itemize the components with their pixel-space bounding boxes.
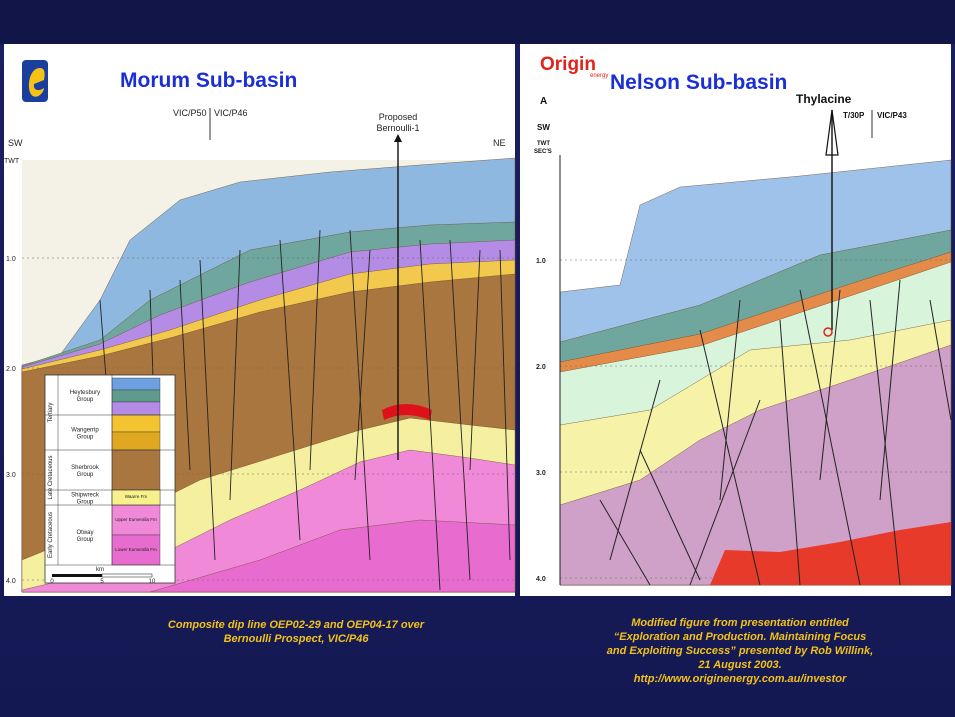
- legend-formation: Waarre Fm: [125, 494, 148, 499]
- legend-group: Shipwreck: [71, 493, 100, 499]
- legend-swatch: [112, 415, 160, 432]
- scale-bar: [102, 574, 152, 577]
- legend-group: Group: [77, 397, 94, 403]
- scale-unit: km: [96, 567, 104, 573]
- depth-label: 3.0: [536, 470, 546, 477]
- permit-label: T/30P: [843, 111, 865, 120]
- legend-age: Tertiary: [48, 403, 54, 423]
- permit-label: VIC/P43: [877, 111, 907, 120]
- legend-swatch: [112, 390, 160, 402]
- legend-group: Heytesbury: [70, 390, 100, 396]
- legend-group: Sherbrook: [71, 465, 100, 471]
- legend-age: Late Cretaceous: [48, 455, 54, 499]
- legend-group: Group: [77, 500, 94, 506]
- legend-group: Group: [77, 435, 94, 441]
- well-label: Thylacine: [796, 92, 852, 106]
- scale-tick: 10: [149, 579, 156, 585]
- depth-label: 3.0: [6, 472, 16, 479]
- caption: Modified figure from presentation entitl…: [631, 617, 849, 629]
- depth-label: 2.0: [6, 366, 16, 373]
- legend-formation: Upper Eumeralla Fm: [115, 517, 157, 522]
- caption: and Exploiting Success” presented by Rob…: [607, 645, 873, 657]
- caption: Composite dip line OEP02-29 and OEP04-17…: [168, 619, 425, 631]
- depth-label: 2.0: [536, 364, 546, 371]
- left-title: Morum Sub-basin: [120, 69, 297, 92]
- depth-label: 1.0: [536, 258, 546, 265]
- section-label: A: [540, 96, 547, 107]
- legend-group: Wangerrip: [71, 428, 99, 434]
- caption: http://www.originenergy.com.au/investor: [634, 673, 847, 685]
- legend-swatch: [112, 402, 160, 415]
- slide: Morum Sub-basin VIC/P50 VIC/P46 Proposed…: [0, 0, 955, 717]
- logo-text: Origin: [540, 54, 596, 75]
- well-label: Proposed: [379, 112, 418, 122]
- logo-e: [22, 60, 48, 102]
- well-label: Bernoulli-1: [376, 123, 419, 133]
- sw-label: SW: [537, 123, 550, 132]
- logo-sub: energy: [590, 73, 608, 79]
- depth-label: 4.0: [6, 578, 16, 585]
- legend-swatch: [112, 378, 160, 390]
- legend-group: Otway: [76, 530, 93, 536]
- top-bar: [0, 0, 955, 44]
- permit-label: VIC/P46: [214, 108, 248, 118]
- legend-formation: Lower Eumeralla Fm: [115, 547, 157, 552]
- depth-label: 1.0: [6, 256, 16, 263]
- legend-swatch: [112, 450, 160, 490]
- permit-label: VIC/P50: [173, 108, 207, 118]
- caption: 21 August 2003.: [697, 659, 781, 671]
- legend-swatch: [112, 432, 160, 450]
- right-title: Nelson Sub-basin: [610, 71, 787, 94]
- legend-age: Early Cretaceous: [48, 512, 54, 558]
- caption: “Exploration and Production. Maintaining…: [614, 631, 866, 643]
- twt-label: TWT: [4, 158, 20, 165]
- twt-label: SEC'S: [534, 149, 552, 155]
- legend-group: Group: [77, 537, 94, 543]
- sw-label: SW: [8, 138, 23, 148]
- ne-label: NE: [493, 138, 506, 148]
- depth-label: 4.0: [536, 576, 546, 583]
- caption: Bernoulli Prospect, VIC/P46: [224, 633, 370, 645]
- legend-group: Group: [77, 472, 94, 478]
- twt-label: TWT: [537, 141, 550, 147]
